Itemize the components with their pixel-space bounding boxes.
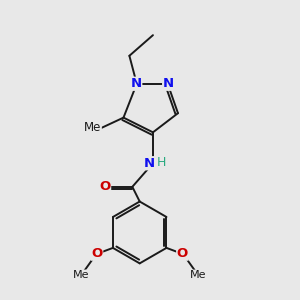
Text: H: H xyxy=(157,156,167,169)
Text: N: N xyxy=(144,157,155,170)
Text: O: O xyxy=(99,180,111,193)
Text: Me: Me xyxy=(84,122,101,134)
Text: N: N xyxy=(163,77,174,90)
Text: O: O xyxy=(177,247,188,260)
Text: Me: Me xyxy=(73,270,89,280)
Text: O: O xyxy=(92,247,103,260)
Text: Me: Me xyxy=(190,270,207,280)
Text: N: N xyxy=(130,77,142,90)
